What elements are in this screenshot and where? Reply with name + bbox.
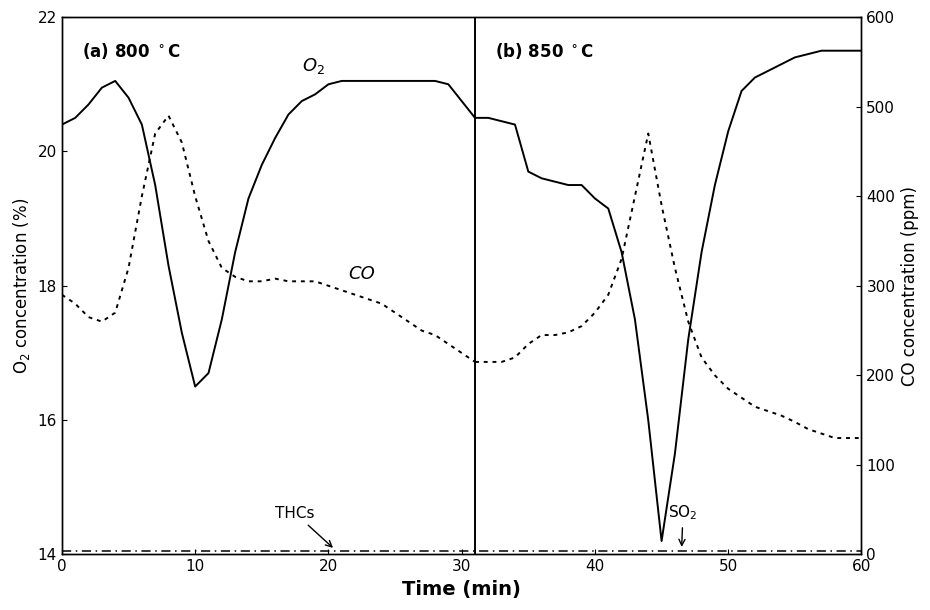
Text: (b) 850 $\mathregular{^\circ}$C: (b) 850 $\mathregular{^\circ}$C (495, 41, 594, 60)
Text: THCs: THCs (275, 506, 332, 547)
Text: (a) 800 $\mathregular{^\circ}$C: (a) 800 $\mathregular{^\circ}$C (82, 41, 180, 60)
Y-axis label: CO concentration (ppm): CO concentration (ppm) (901, 186, 919, 386)
Y-axis label: O$_2$ concentration (%): O$_2$ concentration (%) (11, 198, 33, 374)
X-axis label: Time (min): Time (min) (403, 580, 521, 599)
Text: CO: CO (349, 265, 375, 283)
Text: O$_2$: O$_2$ (301, 56, 325, 76)
Text: SO$_2$: SO$_2$ (669, 503, 698, 545)
